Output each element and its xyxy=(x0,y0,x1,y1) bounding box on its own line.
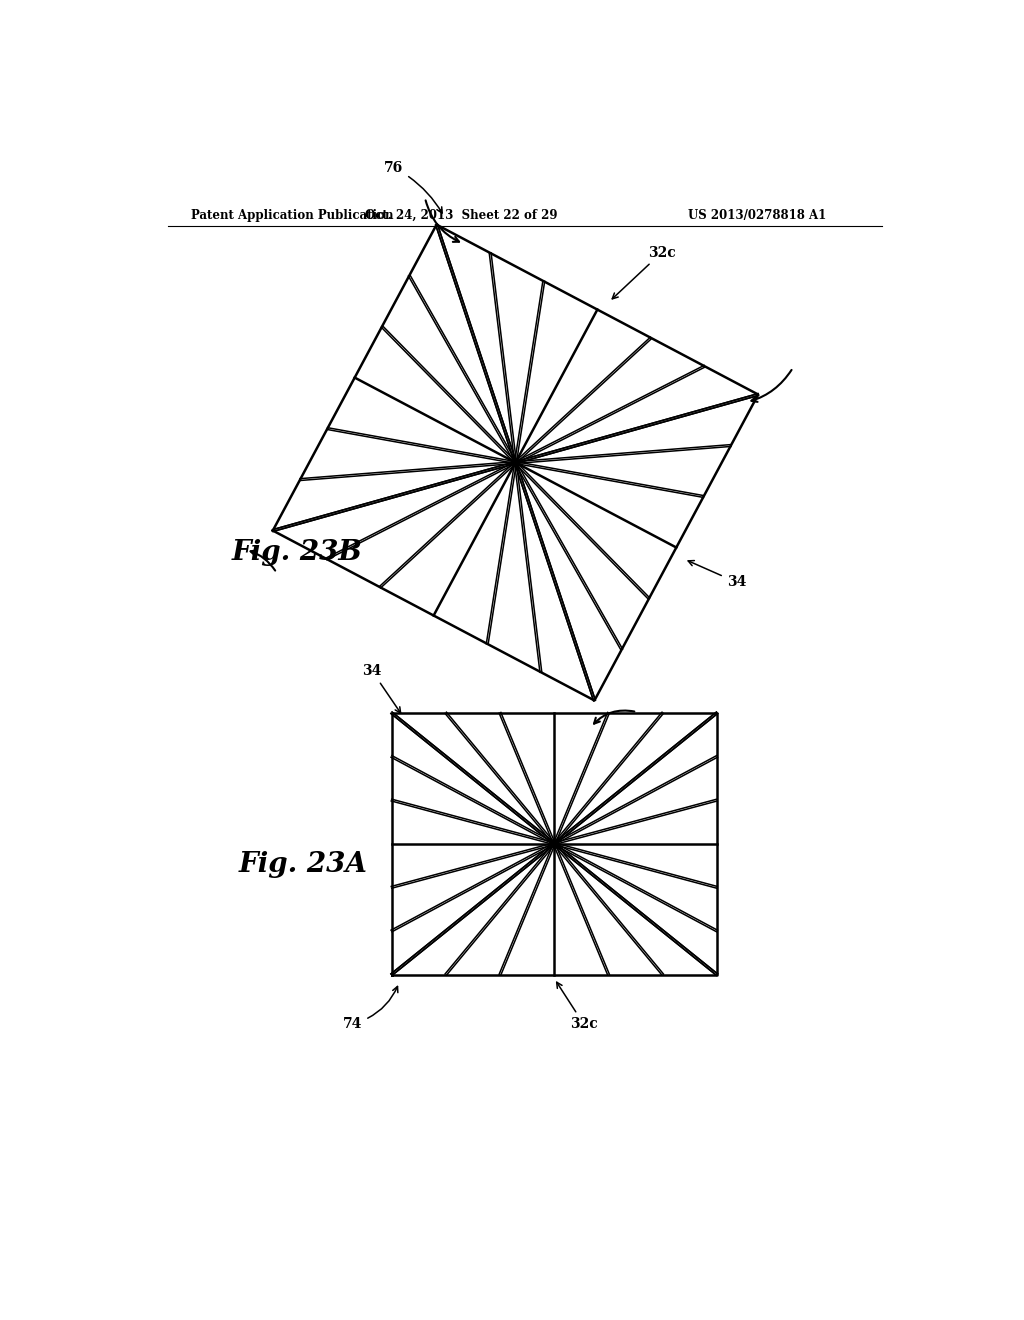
Text: 32c: 32c xyxy=(557,982,597,1031)
Text: US 2013/0278818 A1: US 2013/0278818 A1 xyxy=(688,209,826,222)
Text: 76: 76 xyxy=(384,161,442,213)
Text: Fig. 23B: Fig. 23B xyxy=(231,540,362,566)
Text: Patent Application Publication: Patent Application Publication xyxy=(191,209,394,222)
Text: 74: 74 xyxy=(343,986,398,1031)
Text: 34: 34 xyxy=(688,561,746,589)
Text: 32c: 32c xyxy=(612,246,676,298)
Text: Oct. 24, 2013  Sheet 22 of 29: Oct. 24, 2013 Sheet 22 of 29 xyxy=(366,209,557,222)
Text: Fig. 23A: Fig. 23A xyxy=(240,851,368,878)
Text: 34: 34 xyxy=(362,664,400,713)
